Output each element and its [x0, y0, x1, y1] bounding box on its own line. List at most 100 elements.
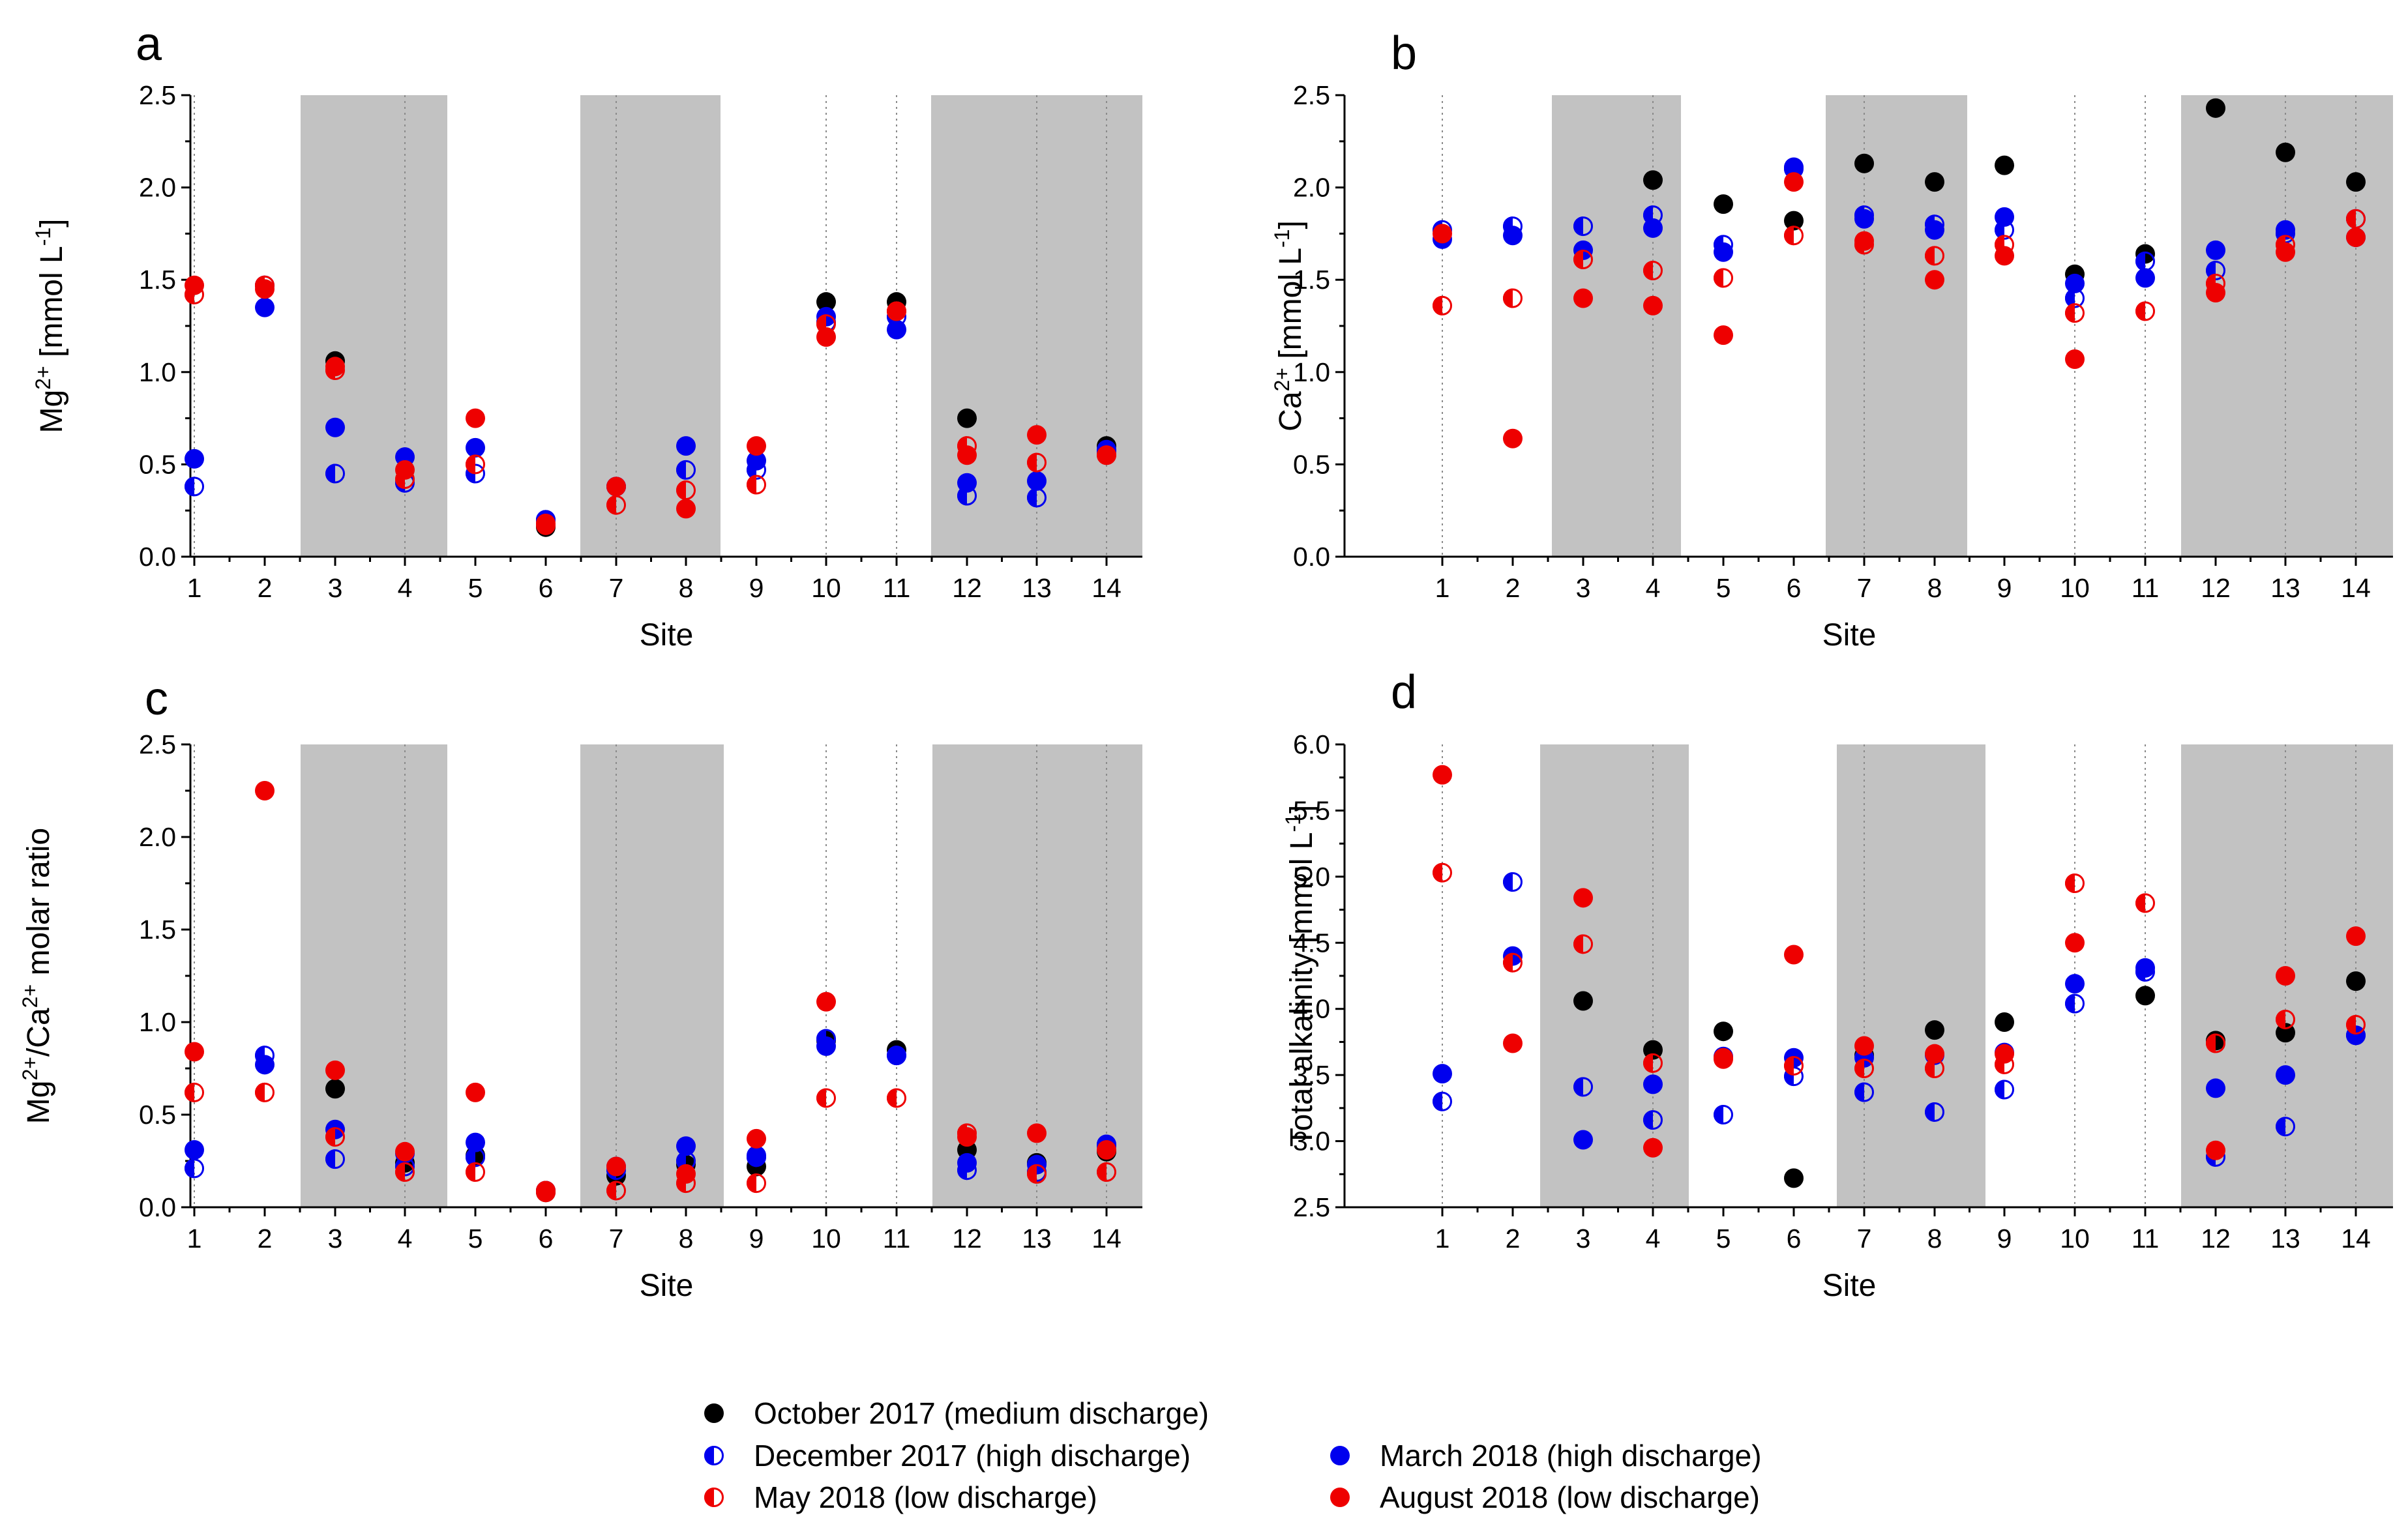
y-tick-label: 2.0	[139, 173, 176, 203]
shaded-region-2	[1826, 95, 1967, 557]
x-tick-label: 5	[468, 1224, 483, 1254]
y-tick-label: 1.0	[139, 357, 176, 387]
data-point-may-site-2	[1503, 288, 1523, 308]
data-point-may-site-2	[1503, 952, 1523, 973]
data-point-aug-site-6	[1784, 172, 1804, 192]
data-point-aug-site-1	[1433, 765, 1452, 785]
x-tick-label: 8	[679, 1224, 694, 1254]
y-tick-label: 0.0	[1293, 542, 1330, 572]
data-point-may-site-5	[466, 454, 485, 475]
x-tick-label: 13	[2270, 573, 2300, 603]
data-point-dec-site-3	[325, 463, 345, 484]
y-tick-label: 6.0	[1293, 729, 1330, 759]
data-point-may-site-3	[325, 1127, 345, 1147]
data-point-mar-site-13	[2276, 1065, 2295, 1085]
y-axis-label: Mg2+ [mmol L-1]	[31, 219, 69, 433]
data-point-may-site-6	[1784, 226, 1804, 246]
data-point-aug-site-8	[676, 499, 696, 519]
data-point-aug-site-7	[1854, 1036, 1874, 1056]
x-tick-label: 5	[468, 573, 483, 603]
x-tick-label: 4	[398, 1224, 413, 1254]
x-tick-label: 11	[2132, 573, 2160, 603]
data-point-mar-site-2	[1503, 226, 1523, 246]
x-tick-label: 9	[1997, 1224, 2012, 1254]
legend-marker-oct	[704, 1403, 724, 1423]
data-point-mar-site-7	[1854, 209, 1874, 229]
data-point-aug-site-14	[2346, 227, 2366, 248]
data-point-aug-site-14	[1097, 1139, 1116, 1160]
data-point-aug-site-14	[2346, 926, 2366, 946]
x-tick-label: 5	[1716, 1224, 1731, 1254]
data-point-may-site-10	[2065, 303, 2085, 323]
data-point-mar-site-11	[2135, 268, 2155, 288]
data-point-aug-site-10	[2065, 349, 2085, 369]
legend: October 2017 (medium discharge) December …	[704, 1396, 1762, 1514]
data-point-mar-site-9	[747, 450, 766, 471]
data-point-may-site-7	[1854, 1059, 1874, 1078]
data-point-dec-site-8	[1925, 1102, 1944, 1122]
y-tick-label: 0.5	[1293, 449, 1330, 479]
y-tick-label: 5.5	[1293, 795, 1330, 825]
x-tick-label: 4	[398, 573, 413, 603]
x-tick-label: 13	[1022, 1224, 1052, 1254]
data-point-aug-site-3	[1573, 888, 1593, 908]
y-tick-label: 0.5	[139, 449, 176, 479]
y-tick-label: 2.0	[1293, 173, 1330, 203]
data-point-dec-site-13	[2276, 1117, 2295, 1137]
x-tick-label: 14	[1092, 1224, 1122, 1254]
x-axis-label: Site	[640, 1269, 694, 1303]
data-point-oct-site-9	[1995, 155, 2014, 175]
data-point-oct-site-6	[1784, 1168, 1804, 1188]
data-point-mar-site-10	[816, 1036, 836, 1056]
data-point-dec-site-3	[1573, 1077, 1593, 1097]
x-tick-label: 9	[1997, 573, 2012, 603]
data-point-may-site-3	[1573, 934, 1593, 954]
x-tick-label: 12	[952, 573, 982, 603]
x-tick-label: 5	[1716, 573, 1731, 603]
x-tick-label: 4	[1646, 1224, 1661, 1254]
data-point-may-site-1	[1433, 862, 1452, 883]
data-point-mar-site-8	[676, 436, 696, 456]
data-point-oct-site-10	[816, 292, 836, 312]
data-point-aug-site-12	[957, 445, 977, 465]
data-point-mar-site-1	[185, 1139, 204, 1160]
data-point-aug-site-10	[2065, 933, 2085, 953]
data-point-aug-site-1	[185, 1042, 204, 1062]
data-point-mar-site-8	[1925, 220, 1944, 240]
data-point-aug-site-10	[816, 991, 836, 1012]
data-point-oct-site-5	[1714, 1021, 1733, 1042]
data-point-may-site-2	[255, 1082, 275, 1102]
data-point-aug-site-6	[536, 1182, 556, 1203]
panel-b: 0.00.51.01.52.02.51 2 3 4 5 6 7 8 9 10 11 12 13 14Sit…	[1270, 27, 2393, 653]
data-point-aug-site-6	[1784, 945, 1804, 965]
legend-marker-dec	[704, 1446, 724, 1465]
shaded-region-2	[580, 744, 724, 1207]
data-point-mar-site-12	[2206, 1078, 2225, 1098]
data-point-mar-site-4	[1643, 218, 1663, 238]
shaded-region-2	[1837, 744, 1985, 1207]
data-point-aug-site-9	[747, 436, 766, 456]
panel-label: c	[145, 673, 168, 725]
data-point-aug-site-1	[185, 275, 204, 295]
x-tick-label: 12	[2201, 1224, 2231, 1254]
x-tick-label: 14	[1092, 573, 1122, 603]
data-point-oct-site-8	[1925, 172, 1944, 192]
legend-marker-mar	[1330, 1446, 1350, 1465]
data-point-aug-site-7	[606, 1156, 626, 1177]
data-point-dec-site-3	[1573, 216, 1593, 237]
data-point-may-site-14	[1097, 1162, 1116, 1182]
x-tick-label: 8	[1927, 1224, 1942, 1254]
x-tick-label: 10	[2060, 1224, 2090, 1254]
data-point-may-site-6	[1784, 1055, 1804, 1076]
data-point-oct-site-14	[2346, 172, 2366, 192]
x-tick-label: 12	[2201, 573, 2231, 603]
data-point-oct-site-7	[1854, 153, 1874, 173]
x-tick-label: 1	[187, 1224, 202, 1254]
data-point-aug-site-2	[1503, 1033, 1523, 1053]
data-point-aug-site-13	[2276, 242, 2295, 262]
data-point-mar-site-8	[676, 1136, 696, 1156]
y-tick-label: 2.5	[139, 80, 176, 110]
x-tick-label: 6	[1787, 1224, 1802, 1254]
data-point-mar-site-10	[2065, 273, 2085, 293]
y-tick-label: 1.0	[1293, 357, 1330, 387]
